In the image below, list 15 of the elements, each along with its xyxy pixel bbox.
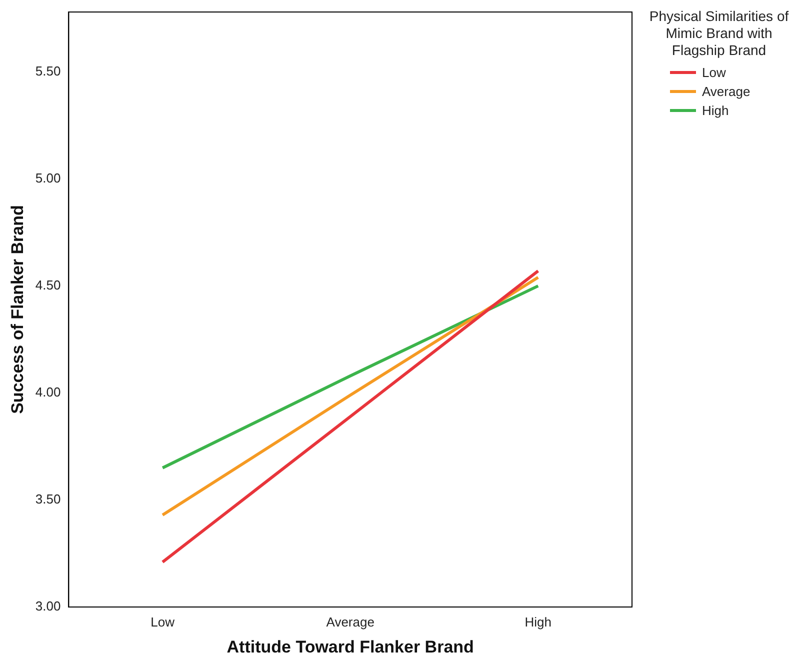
- y-tick-label: 4.50: [35, 278, 61, 293]
- y-tick-label: 3.50: [35, 492, 61, 507]
- legend-label: Average: [702, 84, 750, 99]
- y-tick-label: 4.00: [35, 384, 61, 400]
- legend-title: Physical Similarities of Mimic Brand with Flagship Brand: [648, 8, 790, 59]
- y-tick-label: 5.50: [35, 64, 61, 79]
- y-tick-label: 5.00: [35, 170, 61, 186]
- legend-label: Low: [702, 65, 726, 80]
- y-axis-title: Success of Flanker Brand: [8, 205, 27, 414]
- x-tick-label: High: [524, 614, 552, 630]
- x-tick-label: Average: [326, 614, 374, 630]
- legend-label: High: [702, 103, 729, 118]
- x-axis-title: Attitude Toward Flanker Brand: [226, 637, 474, 656]
- y-tick-label: 3.00: [35, 598, 61, 614]
- x-tick-label: Low: [150, 614, 176, 630]
